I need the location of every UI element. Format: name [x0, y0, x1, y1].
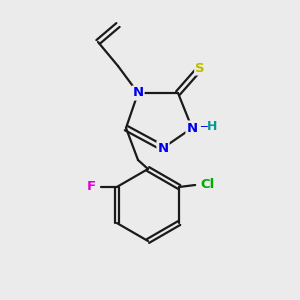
Text: H: H — [207, 119, 217, 133]
Text: N: N — [186, 122, 198, 134]
Text: N: N — [158, 142, 169, 154]
Text: Cl: Cl — [200, 178, 214, 191]
Text: S: S — [195, 61, 205, 74]
Text: F: F — [86, 181, 95, 194]
Text: ─: ─ — [200, 121, 206, 131]
Text: N: N — [132, 86, 144, 100]
